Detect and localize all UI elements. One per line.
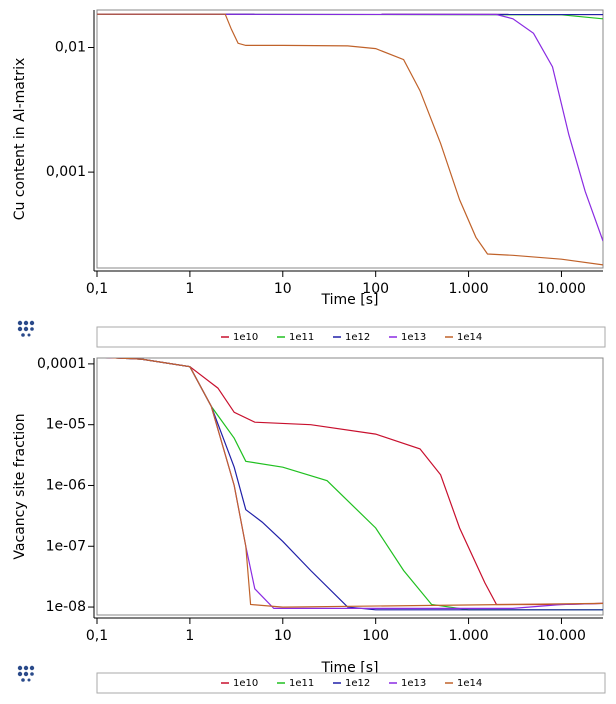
y-axis-label: Cu content in Al-matrix (12, 58, 28, 221)
plot-lines (105, 358, 603, 611)
series-line (105, 358, 603, 608)
legend-label: 1e11 (289, 332, 314, 343)
x-tick-label: 100 (362, 628, 389, 644)
x-tick-label: 10 (274, 628, 292, 644)
legend-label: 1e14 (457, 332, 482, 343)
series-line (105, 358, 603, 606)
y-axis-label: Vacancy site fraction (12, 413, 28, 559)
x-tick-label: 0,1 (86, 281, 108, 297)
x-axis-label: Time [s] (321, 292, 379, 308)
x-tick-label: 1.000 (449, 281, 489, 297)
x-tick-label: 10.000 (537, 281, 586, 297)
chart: 0,1 1 10 100 1.000 10.000 0,0001 1e-05 1e-06 1e-0… (12, 356, 606, 694)
legend-box (96, 672, 606, 694)
legend-label: 1e11 (289, 678, 314, 689)
y-tick-label: 1e-07 (46, 538, 86, 554)
x-tick-label: 1.000 (449, 628, 489, 644)
app-icon (17, 665, 35, 682)
plot-frame (96, 357, 604, 616)
x-tick-label: 10 (274, 281, 292, 297)
legend-label: 1e12 (345, 678, 370, 689)
x-tick-label: 100 (362, 281, 389, 297)
x-tick-label: 0,1 (86, 628, 108, 644)
plot-frame (96, 9, 604, 269)
legend-label: 1e12 (345, 332, 370, 343)
y-tick-label: 1e-05 (46, 417, 86, 433)
x-tick-label: 1 (185, 281, 194, 297)
legend-label: 1e13 (401, 332, 426, 343)
y-tick-label: 1e-08 (46, 599, 86, 615)
y-tick-label: 0,0001 (37, 356, 86, 372)
legend-label: 1e10 (233, 332, 258, 343)
y-tick-label: 0,01 (55, 40, 86, 56)
legend-label: 1e13 (401, 678, 426, 689)
y-tick-label: 0,001 (46, 164, 86, 180)
legend-label: 1e14 (457, 678, 482, 689)
series-line (97, 13, 603, 266)
legend-label: 1e10 (233, 678, 258, 689)
y-tick-label: 1e-06 (46, 477, 86, 493)
legend-box (96, 326, 606, 348)
chart: 0,1 1 10 100 1.000 10.000 0,01 0,001 Time [s] Cu … (12, 9, 606, 348)
app-icon (17, 320, 35, 337)
series-line (97, 13, 603, 242)
x-tick-label: 1 (185, 628, 194, 644)
x-axis-label: Time [s] (321, 660, 379, 676)
x-tick-label: 10.000 (537, 628, 586, 644)
plot-lines (97, 13, 603, 266)
